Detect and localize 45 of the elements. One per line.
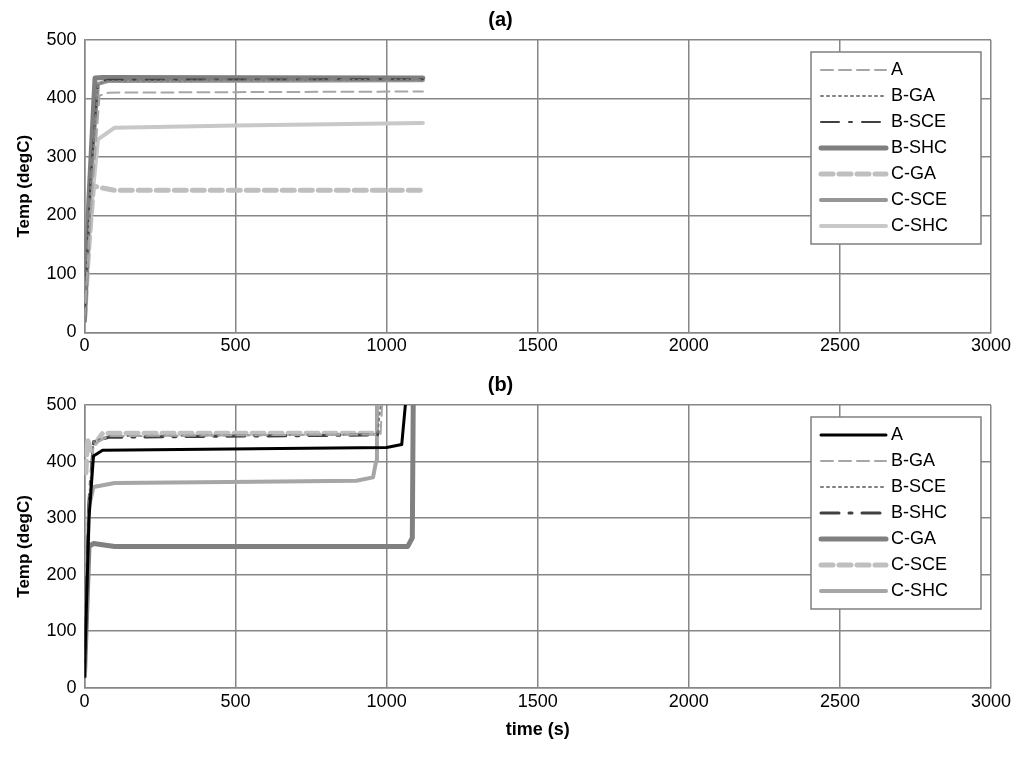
x-tick-label: 2000 [668,690,709,711]
legend-label: C-SHC [891,214,948,235]
legend-label: A [891,58,904,79]
chart-title: (a) [488,7,513,30]
x-tick-label: 1500 [517,690,558,711]
legend-label: C-SHC [891,579,948,600]
x-tick-label: 1500 [517,335,558,356]
x-tick-label: 0 [79,335,90,356]
legend-label: C-GA [891,527,936,548]
x-tick-label: 1000 [366,690,407,711]
y-tick-label: 100 [46,620,77,641]
y-tick-label: 0 [66,321,77,342]
x-tick-label: 2500 [819,335,860,356]
y-tick-label: 200 [46,204,77,225]
x-tick-label: 0 [79,690,90,711]
y-tick-label: 500 [46,393,77,414]
legend-label: B-SHC [891,501,948,522]
legend-label: C-GA [891,162,936,183]
x-tick-label: 1000 [366,335,407,356]
x-tick-label: 500 [220,335,251,356]
legend-label: B-SCE [891,475,947,496]
y-tick-label: 400 [46,87,77,108]
y-tick-label: 400 [46,450,77,471]
legend-label: B-GA [891,84,936,105]
chart-title: (b) [487,372,514,395]
y-axis-title: Temp (degC) [13,495,33,598]
x-tick-label: 3000 [970,690,1012,711]
x-tick-label: 2000 [668,335,709,356]
y-tick-label: 500 [46,28,77,49]
y-tick-label: 200 [46,563,77,584]
y-tick-label: 100 [46,262,77,283]
x-tick-label: 2500 [819,690,860,711]
legend-label: C-SCE [891,188,948,209]
legend-label: B-GA [891,449,936,470]
y-tick-label: 0 [66,676,77,697]
y-tick-label: 300 [46,507,77,528]
legend-label: C-SCE [891,553,948,574]
legend-label: B-SCE [891,110,947,131]
y-tick-label: 300 [46,145,77,166]
legend-label: B-SHC [891,136,948,157]
x-tick-label: 3000 [970,335,1012,356]
legend-label: A [891,423,904,444]
y-axis-title: Temp (degC) [13,134,33,238]
x-tick-label: 500 [220,690,251,711]
x-axis-title: time (s) [505,719,570,740]
